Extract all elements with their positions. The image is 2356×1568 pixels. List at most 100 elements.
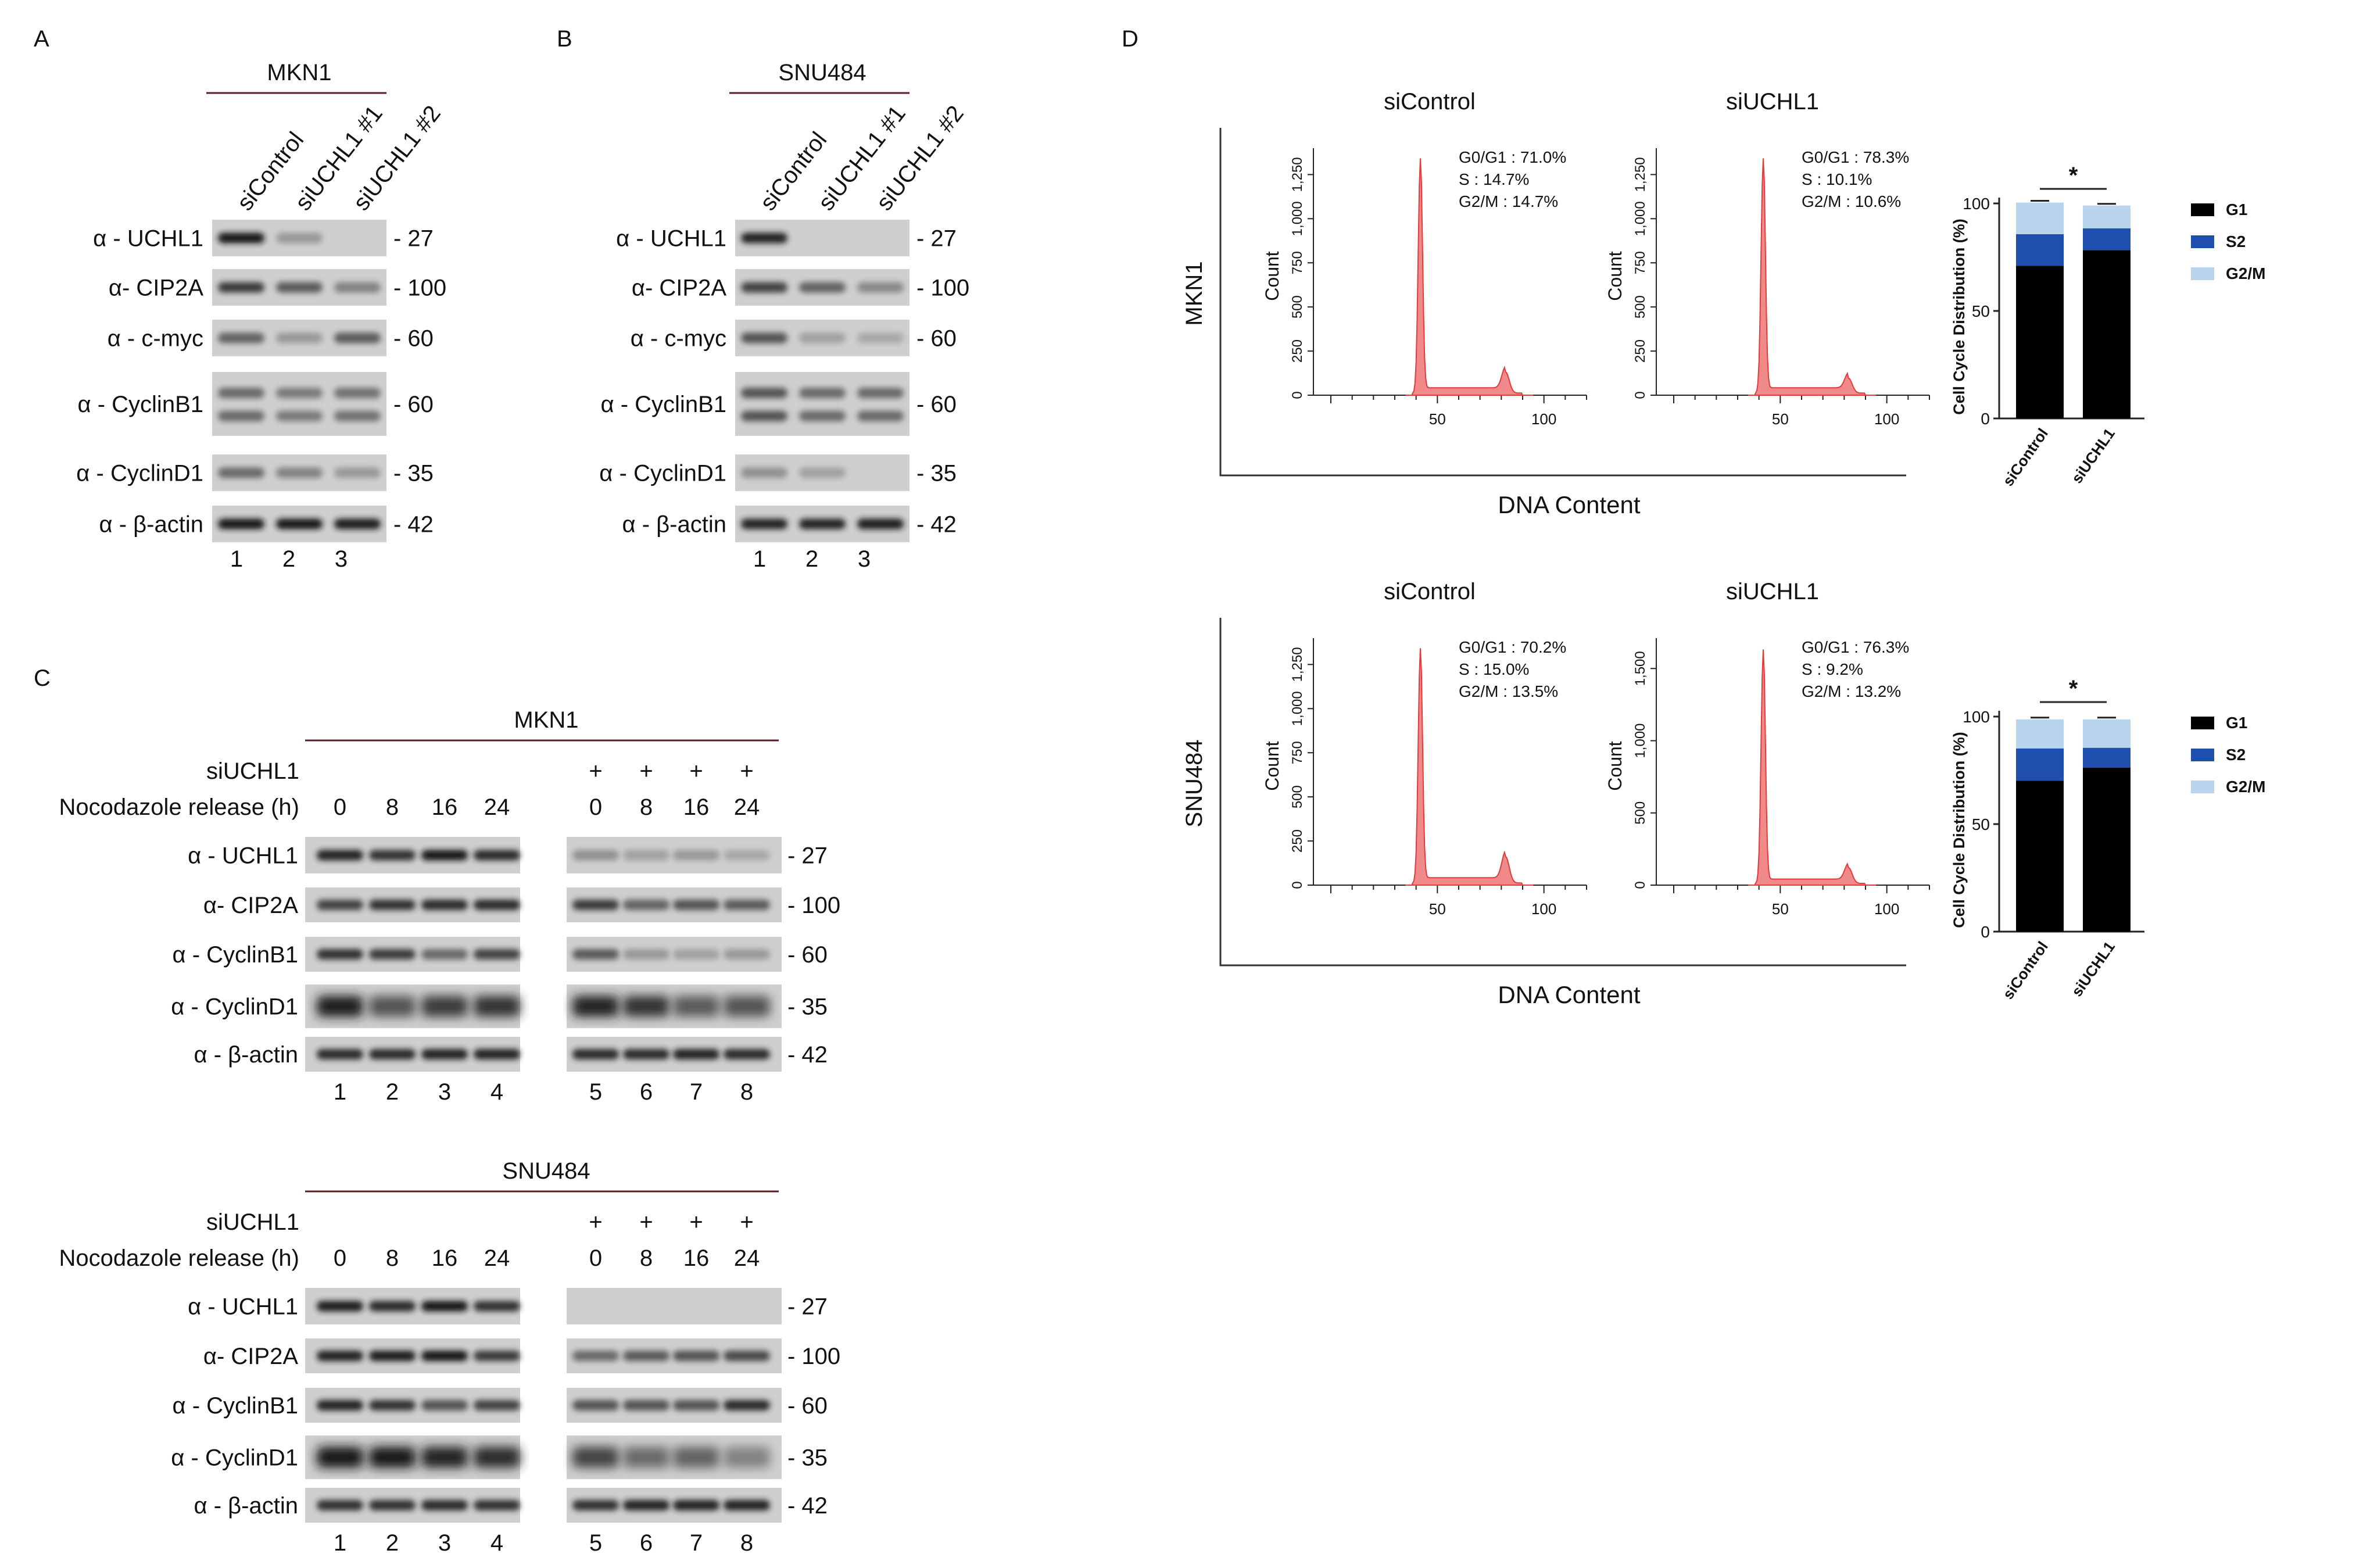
band (421, 996, 468, 1017)
lane-number: 2 (386, 1530, 399, 1556)
band (317, 900, 363, 910)
band (572, 1500, 619, 1510)
y-tick-label: 1,250 (1632, 157, 1648, 192)
antibody-label: α - CyclinD1 (76, 461, 203, 486)
band (474, 850, 520, 861)
band (673, 1049, 719, 1059)
blot-strip (735, 372, 910, 436)
y-tick-label: 250 (1290, 339, 1305, 363)
antibody-label: α - c-myc (108, 326, 203, 352)
band (276, 518, 323, 529)
band (673, 850, 719, 861)
molecular-weight-label: - 60 (787, 942, 828, 968)
lane-number: 1 (230, 546, 243, 572)
band (369, 1447, 416, 1468)
band (218, 232, 264, 244)
y-tick-label: 0 (1981, 410, 1990, 428)
y-tick-label: 1,000 (1290, 691, 1305, 726)
band (421, 949, 468, 960)
stacked-bar-segment (2083, 228, 2131, 250)
timepoint-label: 16 (683, 1245, 710, 1271)
antibody-label: α - β-actin (99, 512, 204, 538)
molecular-weight-label: - 60 (393, 326, 434, 352)
band (857, 282, 904, 293)
band (741, 232, 787, 244)
band (741, 388, 787, 399)
stacked-bar-segment (2016, 781, 2064, 932)
plus-mark: + (740, 758, 753, 784)
histogram-title: siUCHL1 (1726, 579, 1819, 604)
panel-label-a: A (34, 26, 49, 52)
molecular-weight-label: - 100 (787, 1344, 840, 1369)
x-tick-label: siUCHL1 (2068, 938, 2118, 1000)
plus-mark: + (589, 758, 602, 784)
timepoint-label: 24 (734, 1245, 760, 1271)
phase-stat-label: S : 9.2% (1802, 660, 1863, 678)
y-tick-label: 0 (1290, 391, 1305, 399)
molecular-weight-label: - 60 (393, 392, 434, 417)
antibody-label: α - UCHL1 (188, 843, 298, 869)
panel-label-b: B (557, 26, 572, 52)
band (857, 388, 904, 399)
band (421, 1301, 468, 1312)
histogram-curve (1748, 158, 1877, 396)
antibody-label: α - UCHL1 (188, 1294, 298, 1320)
antibody-label: α - CyclinD1 (171, 1445, 298, 1471)
molecular-weight-label: - 27 (787, 1294, 828, 1320)
band (218, 467, 264, 478)
band (724, 1447, 770, 1468)
band (799, 518, 846, 529)
molecular-weight-label: - 60 (787, 1393, 828, 1419)
antibody-label: α - UCHL1 (616, 226, 726, 252)
molecular-weight-label: - 100 (916, 275, 969, 301)
x-tick-label: 50 (1772, 410, 1789, 428)
legend-swatch (2191, 235, 2214, 248)
lane-number: 2 (386, 1079, 399, 1105)
molecular-weight-label: - 60 (916, 392, 957, 417)
stacked-bar-segment (2016, 266, 2064, 418)
histogram-frame (1219, 618, 1906, 966)
antibody-label: α- CIP2A (203, 893, 298, 918)
band (741, 332, 787, 343)
timepoint-label: 8 (386, 794, 399, 820)
band (474, 1447, 520, 1468)
band (673, 1500, 719, 1510)
plus-mark: + (639, 758, 653, 784)
band (572, 1447, 619, 1468)
antibody-label: α - CyclinD1 (599, 461, 726, 486)
band (369, 1400, 416, 1411)
band (673, 1447, 719, 1468)
molecular-weight-label: - 42 (787, 1042, 828, 1068)
x-tick-label: 100 (1531, 410, 1556, 428)
band (724, 949, 770, 960)
stacked-bar-segment (2016, 234, 2064, 266)
cell-line-label: MKN1 (267, 60, 331, 85)
molecular-weight-label: - 60 (916, 326, 957, 352)
legend-label: G2/M (2226, 778, 2265, 796)
lane-number: 3 (438, 1530, 451, 1556)
band (276, 282, 323, 293)
x-tick-label: siControl (1999, 425, 2051, 489)
band (799, 467, 846, 478)
band (369, 1351, 416, 1361)
plus-mark: + (639, 1209, 653, 1235)
band (317, 850, 363, 861)
panel-c-mkn1-time-course-blot: MKN1 siUCHL1 Nocodazole release (h) + + + +0 8 1… (59, 707, 840, 1105)
y-tick-label: 1,250 (1290, 647, 1305, 682)
band (572, 996, 619, 1017)
band (857, 518, 904, 529)
histogram-curve (1405, 158, 1534, 396)
band (317, 1447, 363, 1468)
timepoint-label: 24 (484, 1245, 510, 1271)
band (276, 467, 323, 478)
lane-number: 2 (282, 546, 295, 572)
band (741, 282, 787, 293)
y-tick-label: 1,000 (1632, 723, 1648, 758)
molecular-weight-label: - 42 (787, 1493, 828, 1519)
molecular-weight-label: - 42 (916, 512, 957, 538)
significance-star: * (2069, 676, 2078, 701)
y-tick-label: 500 (1632, 801, 1648, 825)
legend-label: G2/M (2226, 264, 2265, 282)
band (474, 996, 520, 1017)
